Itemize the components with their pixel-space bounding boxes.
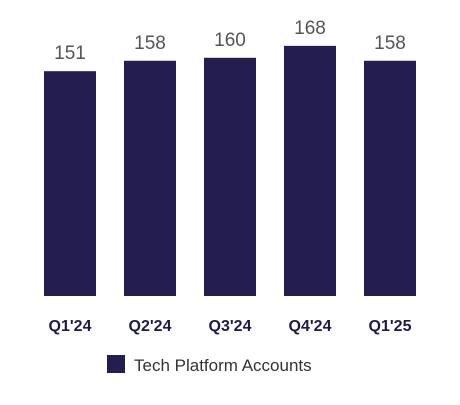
- category-label-5: Q1'25: [369, 318, 412, 335]
- bar-5: [364, 60, 416, 296]
- bar-2: [124, 60, 176, 296]
- value-label-4: 168: [294, 18, 326, 39]
- legend-swatch: [107, 355, 125, 373]
- category-labels-layer: Q1'24 Q2'24 Q3'24 Q4'24 Q1'25: [49, 318, 412, 335]
- value-label-1: 151: [54, 43, 86, 64]
- category-label-1: Q1'24: [49, 318, 92, 335]
- category-label-3: Q3'24: [209, 318, 252, 335]
- bar-1: [44, 71, 96, 296]
- category-label-4: Q4'24: [289, 318, 332, 335]
- legend-label: Tech Platform Accounts: [134, 356, 312, 375]
- value-label-5: 158: [374, 33, 406, 54]
- value-labels-layer: 151 158 160 168 158: [54, 18, 406, 64]
- bars-layer: [44, 45, 416, 296]
- value-label-3: 160: [214, 30, 246, 51]
- value-label-2: 158: [134, 33, 166, 54]
- category-label-2: Q2'24: [129, 318, 172, 335]
- legend: Tech Platform Accounts: [107, 355, 312, 375]
- bar-4: [284, 45, 336, 296]
- bar-3: [204, 57, 256, 296]
